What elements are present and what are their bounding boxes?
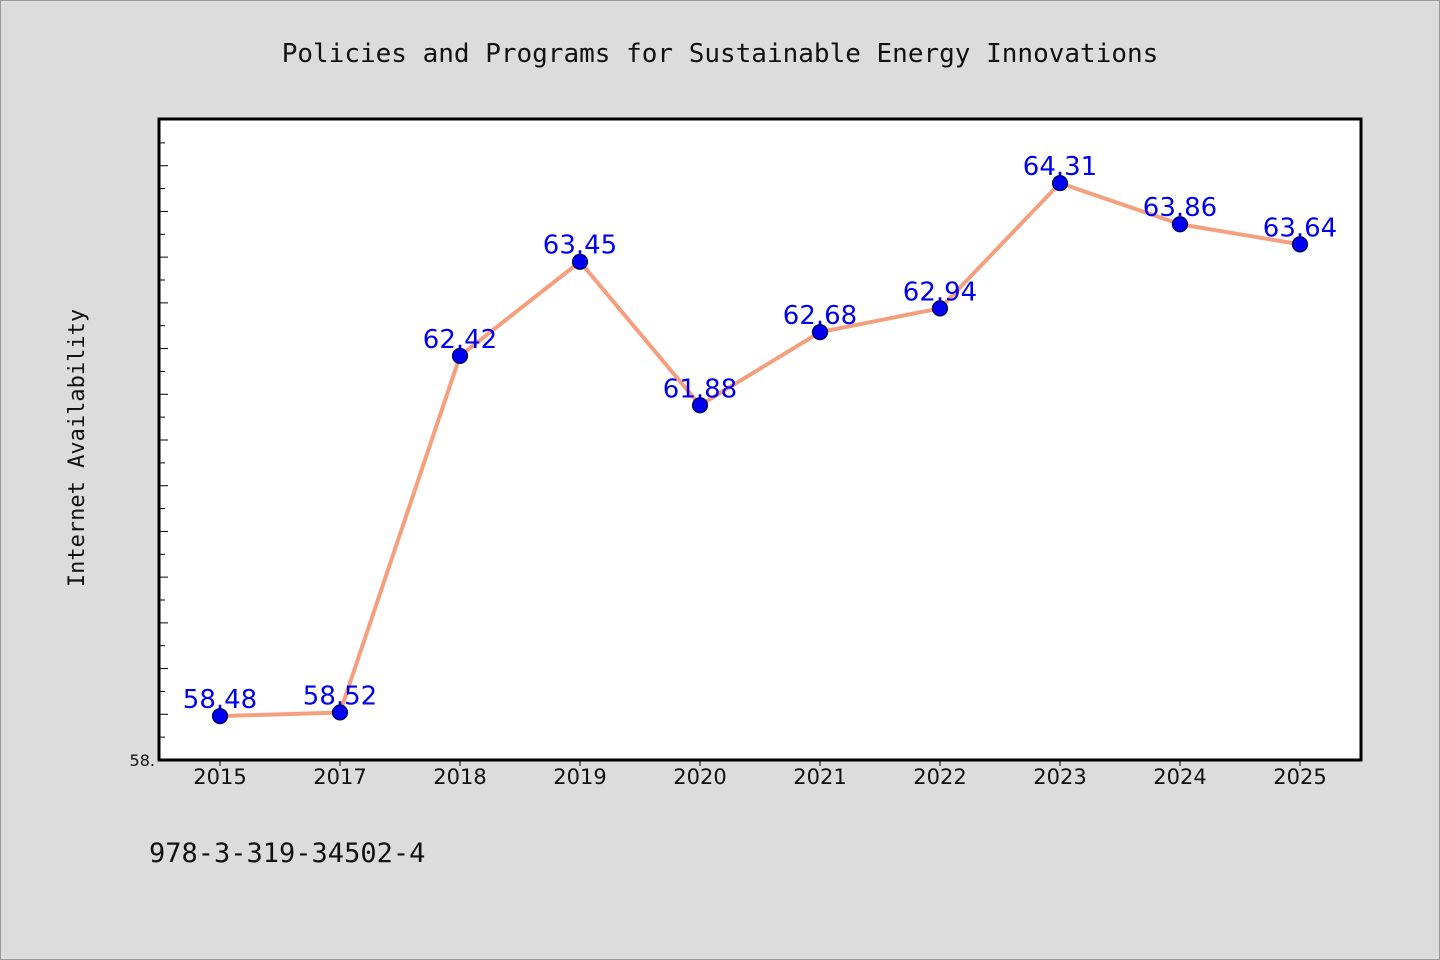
x-tick-label: 2021 [793, 765, 846, 789]
y-axis-label: Internet Availability [65, 309, 90, 587]
data-label: 62.42 [423, 325, 497, 355]
x-tick-label: 2022 [913, 765, 966, 789]
data-point [811, 324, 829, 341]
data-label: 63.45 [543, 231, 617, 261]
data-point [691, 397, 709, 414]
x-tick-label: 2020 [673, 765, 726, 789]
data-point [571, 253, 589, 270]
data-label: 64.31 [1023, 152, 1097, 182]
data-label: 62.94 [903, 277, 977, 307]
data-point [331, 704, 349, 721]
data-point [451, 347, 469, 364]
series-markers [211, 174, 1309, 725]
x-axis-ticks: 2015 2017 2018 2019 2020 2021 2022 2023 2024 2025 [193, 760, 1327, 789]
data-point [211, 708, 229, 725]
x-tick-label: 2025 [1273, 765, 1326, 789]
x-tick-label: 2015 [193, 765, 246, 789]
data-label: 58.52 [303, 681, 377, 711]
series-line [219, 181, 1301, 719]
data-labels: 58.48 58.52 62.42 63.45 61.88 62.68 62.94 64.31… [183, 152, 1337, 715]
data-point [1291, 236, 1309, 253]
x-tick-label: 2018 [433, 765, 486, 789]
data-point [931, 300, 949, 317]
data-label: 58.48 [183, 685, 257, 715]
x-tick-label: 2023 [1033, 765, 1086, 789]
data-label: 61.88 [663, 374, 737, 404]
y-axis-ticks [160, 142, 168, 738]
y-tick-label: 58. [130, 751, 155, 770]
chart-title: Policies and Programs for Sustainable En… [282, 39, 1159, 69]
data-label: 63.86 [1143, 193, 1217, 223]
x-tick-label: 2017 [313, 765, 366, 789]
data-label: 63.64 [1263, 213, 1337, 243]
data-point [1171, 216, 1189, 233]
isbn-caption: 978-3-319-34502-4 [149, 838, 425, 869]
x-tick-label: 2024 [1153, 765, 1206, 789]
data-point [1051, 174, 1069, 192]
x-tick-label: 2019 [553, 765, 606, 789]
data-label: 62.68 [783, 301, 857, 331]
